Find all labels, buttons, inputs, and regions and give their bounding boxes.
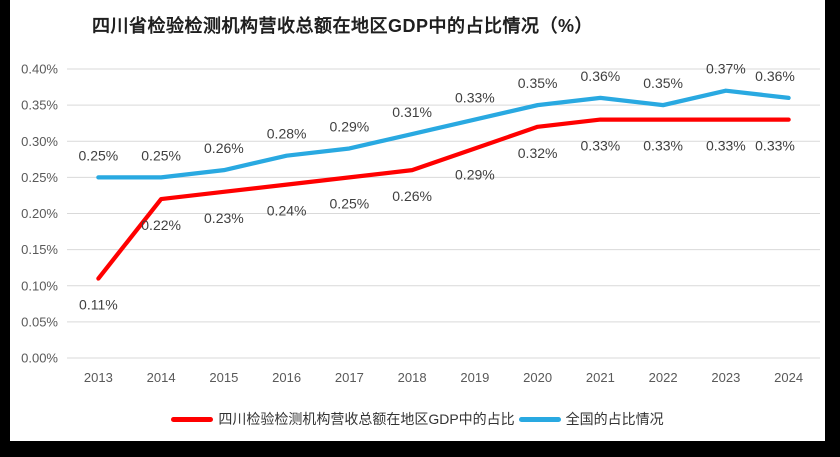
data-label: 0.24% <box>267 203 307 219</box>
series-line <box>96 117 791 281</box>
legend-item: 全国的占比情况 <box>518 409 664 429</box>
legend-line-swatch <box>171 416 214 422</box>
y-axis-tick-label: 0.25% <box>21 170 58 185</box>
data-label: 0.26% <box>204 140 244 156</box>
chart-panel: 四川省检验检测机构营收总额在地区GDP中的占比情况（%） 0.40% 0.35% 0… <box>10 0 825 441</box>
y-axis-tick-label: 0.05% <box>21 314 58 329</box>
x-axis-tick-label: 2019 <box>460 370 489 385</box>
x-axis-tick-label: 2014 <box>147 370 176 385</box>
x-axis-tick-label: 2015 <box>209 370 238 385</box>
chart-legend: 四川检验检测机构营收总额在地区GDP中的占比 全国的占比情况 <box>10 406 825 432</box>
y-axis-tick-label: 0.40% <box>21 62 58 77</box>
data-label: 0.22% <box>141 217 181 233</box>
data-label: 0.37% <box>706 61 746 77</box>
x-axis-tick-label: 2013 <box>84 370 113 385</box>
data-label: 0.35% <box>518 75 558 91</box>
data-label: 0.35% <box>643 75 683 91</box>
data-label: 0.32% <box>518 145 558 161</box>
data-label: 0.11% <box>79 297 118 313</box>
y-axis-tick-label: 0.35% <box>21 98 58 113</box>
data-label: 0.28% <box>267 126 307 142</box>
legend-line-swatch <box>518 416 561 422</box>
x-axis-tick-label: 2024 <box>774 370 803 385</box>
x-axis-tick-label: 2023 <box>711 370 740 385</box>
legend-item: 四川检验检测机构营收总额在地区GDP中的占比 <box>171 409 515 429</box>
data-label: 0.25% <box>330 195 370 211</box>
data-label: 0.31% <box>392 104 432 120</box>
data-label: 0.29% <box>330 118 370 134</box>
data-label: 0.36% <box>755 68 795 84</box>
line-chart-plot-area: 0.40% 0.35% 0.30% 0.25% 0.20% 0.15% 0.10% 0.05%… <box>21 61 820 385</box>
data-label: 0.26% <box>392 188 432 204</box>
data-label: 0.23% <box>204 210 244 226</box>
x-axis-tick-label: 2018 <box>398 370 427 385</box>
legend-label: 四川检验检测机构营收总额在地区GDP中的占比 <box>218 411 515 427</box>
y-axis-tick-label: 0.15% <box>21 242 58 257</box>
y-axis-tick-label: 0.20% <box>21 206 58 221</box>
chart-title: 四川省检验检测机构营收总额在地区GDP中的占比情况（%） <box>92 16 594 36</box>
data-label: 0.25% <box>141 147 181 163</box>
x-axis-tick-label: 2022 <box>649 370 678 385</box>
data-label: 0.25% <box>79 147 119 163</box>
series-line <box>96 88 791 180</box>
data-label: 0.33% <box>706 138 746 154</box>
x-axis-tick-label: 2017 <box>335 370 364 385</box>
y-axis-tick-label: 0.00% <box>21 351 58 366</box>
data-label: 0.33% <box>581 138 621 154</box>
legend-label: 全国的占比情况 <box>565 411 664 427</box>
data-label: 0.33% <box>755 138 795 154</box>
x-axis-tick-label: 2021 <box>586 370 615 385</box>
y-axis-tick-label: 0.30% <box>21 134 58 149</box>
x-axis-tick-label: 2020 <box>523 370 552 385</box>
y-axis-tick-label: 0.10% <box>21 278 58 293</box>
data-label: 0.29% <box>455 166 495 182</box>
data-label: 0.33% <box>455 90 495 106</box>
data-label: 0.33% <box>643 138 683 154</box>
x-axis-tick-label: 2016 <box>272 370 301 385</box>
data-label: 0.36% <box>581 68 621 84</box>
